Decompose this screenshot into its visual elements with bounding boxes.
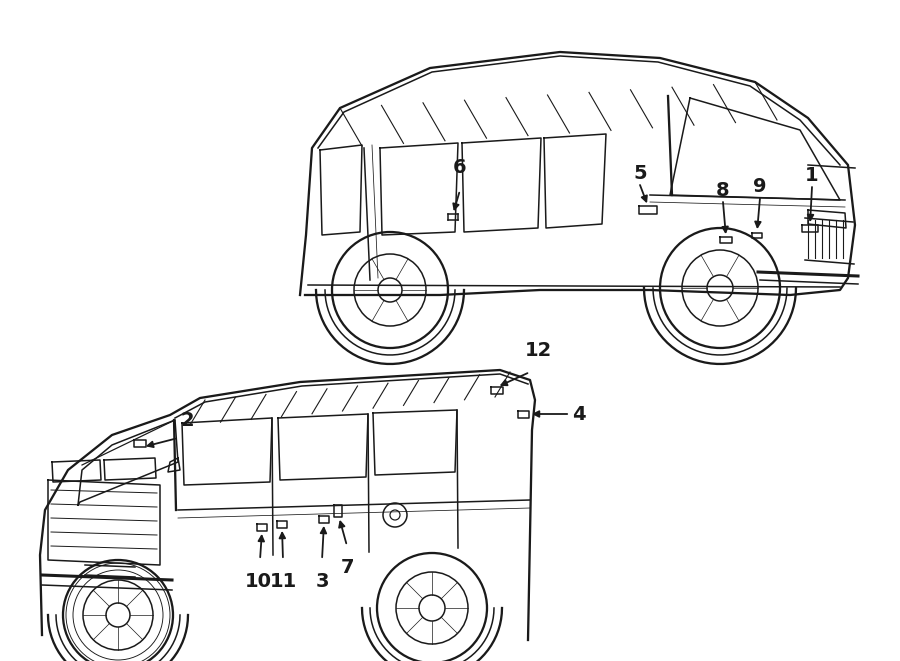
Text: 7: 7 — [341, 558, 355, 577]
Text: 9: 9 — [753, 177, 767, 196]
Text: 12: 12 — [525, 341, 552, 360]
Text: 11: 11 — [269, 572, 297, 591]
Text: 8: 8 — [716, 181, 730, 200]
Text: 4: 4 — [572, 405, 586, 424]
Text: 10: 10 — [245, 572, 272, 591]
Text: 3: 3 — [315, 572, 328, 591]
Text: 1: 1 — [806, 166, 819, 185]
Text: 6: 6 — [454, 158, 467, 177]
Text: 2: 2 — [180, 411, 194, 430]
Text: 5: 5 — [634, 164, 647, 183]
